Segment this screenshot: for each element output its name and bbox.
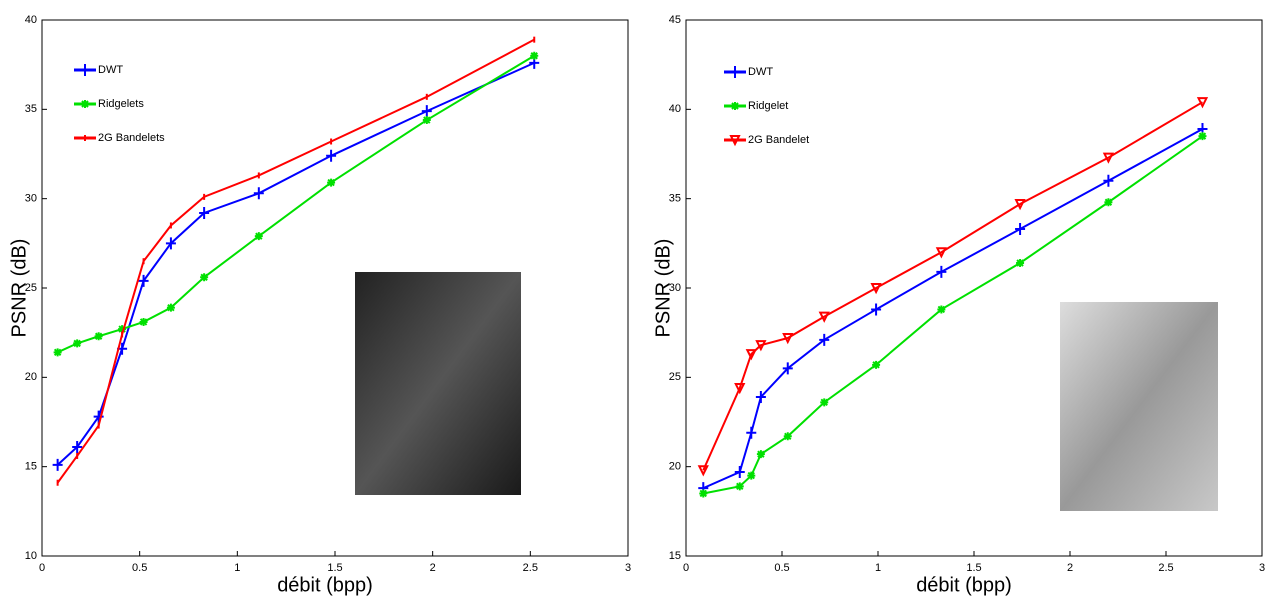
point-marker (734, 383, 746, 395)
y-tick-label: 20 (25, 371, 37, 383)
point-marker (1014, 199, 1026, 211)
point-marker (699, 489, 708, 498)
point-marker (935, 247, 947, 259)
point-marker (782, 362, 793, 375)
point-marker (139, 317, 148, 326)
series-line (702, 101, 1203, 471)
legend-marker (81, 100, 89, 108)
point-marker (165, 237, 176, 250)
x-tick-label: 2.5 (1158, 562, 1173, 574)
point-marker (1196, 97, 1209, 109)
y-tick-label: 40 (669, 103, 681, 115)
legend-marker (729, 135, 741, 147)
point-marker (755, 390, 766, 403)
y-tick-label: 30 (25, 193, 37, 205)
x-tick-label: 0 (683, 562, 689, 574)
x-tick-label: 2.5 (523, 562, 538, 574)
point-marker (422, 116, 431, 125)
y-tick-label: 10 (25, 550, 37, 562)
x-tick-label: 0 (39, 562, 45, 574)
legend-marker (730, 66, 740, 78)
point-marker (327, 178, 336, 187)
x-tick-label: 1 (234, 562, 240, 574)
point-marker (1016, 258, 1025, 267)
x-tick-label: 1 (875, 562, 881, 574)
y-tick-label: 35 (25, 103, 37, 115)
point-marker (936, 265, 947, 278)
point-marker (73, 339, 82, 348)
point-marker (166, 303, 175, 312)
point-marker (697, 465, 709, 477)
y-tick-label: 30 (669, 282, 681, 294)
point-marker (783, 432, 792, 441)
x-tick-label: 0.5 (774, 562, 789, 574)
y-axis-label: PSNR (dB) (652, 239, 674, 338)
x-tick-label: 1.5 (966, 562, 981, 574)
point-marker (138, 274, 149, 287)
point-marker (872, 360, 881, 369)
y-tick-label: 40 (25, 14, 37, 26)
y-tick-label: 35 (669, 193, 681, 205)
point-marker (735, 482, 744, 491)
legend-marker (731, 102, 739, 110)
point-marker (871, 303, 882, 316)
point-marker (819, 333, 830, 346)
point-marker (870, 283, 882, 295)
legend-marker (80, 64, 90, 76)
point-marker (747, 471, 756, 480)
legend-label: Ridgelet (748, 100, 788, 112)
point-marker (818, 311, 830, 323)
x-tick-label: 3 (1259, 562, 1265, 574)
y-tick-label: 15 (669, 550, 681, 562)
point-marker (1015, 223, 1026, 236)
inset-image (355, 272, 521, 495)
inset-image (1060, 302, 1218, 511)
point-marker (421, 105, 432, 118)
point-marker (72, 441, 83, 454)
point-marker (820, 398, 829, 407)
legend-label: DWT (748, 66, 773, 78)
point-marker (254, 232, 263, 241)
point-marker (53, 348, 62, 357)
point-marker (782, 333, 794, 345)
x-tick-label: 1.5 (327, 562, 342, 574)
y-tick-label: 20 (669, 461, 681, 473)
y-tick-label: 25 (25, 282, 37, 294)
y-tick-label: 25 (669, 371, 681, 383)
x-axis-label: débit (bpp) (277, 574, 373, 596)
point-marker (530, 51, 539, 60)
point-marker (746, 426, 757, 439)
point-marker (118, 325, 127, 334)
point-marker (200, 273, 209, 282)
legend-label: 2G Bandelet (748, 134, 809, 146)
point-marker (756, 450, 765, 459)
y-tick-label: 15 (25, 461, 37, 473)
point-marker (199, 206, 210, 219)
point-marker (734, 466, 745, 479)
point-marker (326, 149, 337, 162)
legend-label: Ridgelets (98, 98, 144, 110)
legend-label: 2G Bandelets (98, 132, 165, 144)
x-axis-label: débit (bpp) (916, 574, 1012, 596)
y-axis-label: PSNR (dB) (8, 239, 30, 338)
point-marker (937, 305, 946, 314)
point-marker (755, 340, 767, 352)
y-tick-label: 45 (669, 14, 681, 26)
point-marker (1103, 174, 1114, 187)
point-marker (253, 187, 264, 200)
x-tick-label: 0.5 (132, 562, 147, 574)
x-tick-label: 2 (1067, 562, 1073, 574)
point-marker (1102, 152, 1115, 164)
point-marker (1198, 132, 1207, 141)
x-tick-label: 3 (625, 562, 631, 574)
x-tick-label: 2 (430, 562, 436, 574)
point-marker (52, 458, 63, 471)
point-marker (93, 410, 104, 423)
point-marker (1104, 198, 1113, 207)
point-marker (94, 332, 103, 341)
legend-label: DWT (98, 64, 123, 76)
point-marker (745, 349, 757, 361)
